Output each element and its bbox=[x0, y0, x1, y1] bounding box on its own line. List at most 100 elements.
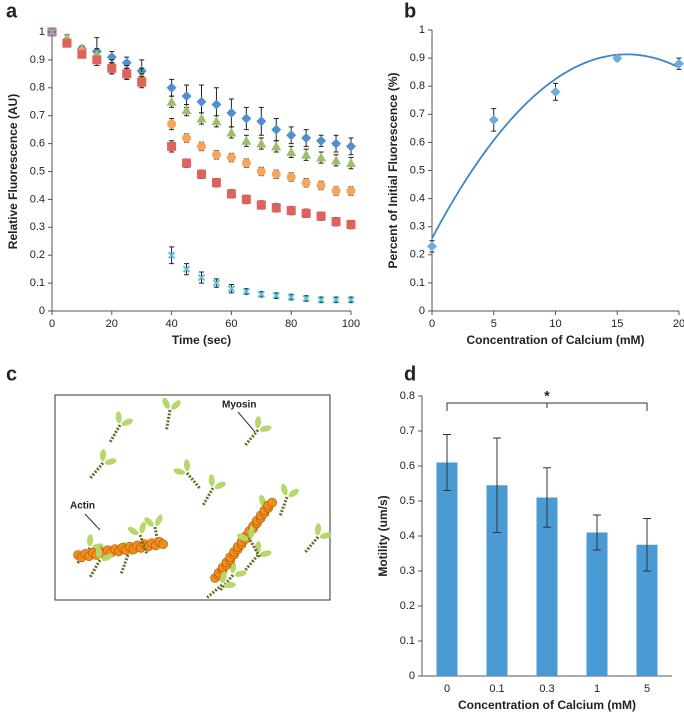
point bbox=[241, 194, 251, 204]
myosin-tail bbox=[278, 496, 289, 517]
myosin-head bbox=[259, 550, 272, 557]
myosin-head bbox=[183, 459, 191, 472]
myosin-head bbox=[223, 581, 236, 589]
panel-label: d bbox=[404, 363, 416, 385]
x-tick-label: 100 bbox=[342, 318, 360, 330]
point bbox=[271, 141, 282, 151]
myosin-tail bbox=[108, 424, 122, 444]
point bbox=[197, 169, 206, 179]
point bbox=[331, 217, 341, 227]
point bbox=[137, 77, 147, 87]
point bbox=[196, 96, 207, 107]
bar bbox=[636, 544, 658, 676]
myosin-tail bbox=[165, 409, 172, 430]
y-tick-label: 0.3 bbox=[400, 565, 415, 577]
myosin-tail bbox=[201, 487, 215, 507]
error-bar bbox=[643, 518, 651, 572]
myosin bbox=[278, 483, 299, 517]
y-tick-label: 0.1 bbox=[30, 277, 45, 289]
x-axis-title: Time (sec) bbox=[172, 333, 231, 347]
myosin-head bbox=[115, 411, 122, 424]
y-tick-label: 0 bbox=[39, 305, 45, 317]
myosin bbox=[128, 521, 149, 555]
point bbox=[256, 138, 267, 148]
point bbox=[301, 149, 312, 159]
myosin-head bbox=[162, 397, 170, 409]
myosin-head bbox=[237, 533, 249, 542]
point bbox=[62, 38, 72, 48]
point bbox=[286, 172, 296, 182]
myosin-head bbox=[254, 416, 262, 429]
myosin-head bbox=[144, 517, 154, 527]
point bbox=[317, 296, 325, 304]
error-bar bbox=[593, 514, 601, 551]
actin bbox=[158, 539, 168, 550]
myosin-head bbox=[95, 546, 102, 559]
x-axis-title: Concentration of Calcium (mM) bbox=[458, 698, 636, 712]
y-tick-label: 0.9 bbox=[410, 52, 425, 64]
myosin-tail bbox=[88, 462, 105, 480]
point bbox=[316, 211, 326, 221]
point bbox=[271, 124, 282, 135]
myosin-head bbox=[319, 532, 332, 539]
point bbox=[286, 206, 296, 216]
myosin-head bbox=[171, 400, 181, 410]
error-bar bbox=[443, 434, 451, 491]
point bbox=[612, 53, 623, 64]
myosin-head bbox=[259, 425, 272, 432]
y-tick-label: 0.4 bbox=[410, 193, 425, 205]
x-tick-label: 80 bbox=[285, 318, 297, 330]
bar bbox=[536, 497, 558, 676]
x-tick-label: 20 bbox=[673, 318, 684, 330]
myosin-head bbox=[314, 523, 322, 536]
point bbox=[167, 141, 177, 151]
myosin-head bbox=[104, 458, 117, 465]
myosin-head bbox=[155, 514, 163, 526]
bar bbox=[586, 532, 608, 676]
point bbox=[286, 146, 297, 156]
myosin-head bbox=[234, 570, 247, 577]
point bbox=[226, 127, 237, 137]
point bbox=[347, 296, 355, 304]
point bbox=[226, 189, 236, 199]
point bbox=[331, 138, 342, 149]
y-tick-label: 0.1 bbox=[410, 277, 425, 289]
point bbox=[346, 186, 356, 196]
y-axis-title: Motility (um/s) bbox=[376, 495, 390, 576]
myosin bbox=[173, 459, 202, 490]
point bbox=[181, 91, 192, 102]
y-tick-label: 0.9 bbox=[30, 54, 45, 66]
myosin-head bbox=[281, 483, 288, 496]
actin bbox=[267, 497, 277, 508]
point bbox=[197, 273, 206, 282]
myosin-head bbox=[99, 449, 107, 462]
x-tick-label: 0 bbox=[49, 318, 55, 330]
point bbox=[272, 291, 280, 300]
myosin bbox=[205, 571, 236, 600]
myosin-label: Myosin bbox=[222, 400, 256, 411]
point bbox=[212, 279, 221, 287]
point bbox=[332, 296, 340, 304]
y-tick-label: 0.6 bbox=[30, 138, 45, 150]
point bbox=[182, 265, 191, 273]
y-tick-label: 0.5 bbox=[400, 495, 415, 507]
point bbox=[256, 200, 266, 210]
point bbox=[182, 133, 192, 143]
x-axis-title: Concentration of Calcium (mM) bbox=[466, 333, 644, 347]
y-tick-label: 0.5 bbox=[30, 165, 45, 177]
y-tick-label: 0.3 bbox=[410, 221, 425, 233]
x-tick-label: 40 bbox=[165, 318, 177, 330]
y-tick-label: 0 bbox=[409, 670, 415, 682]
myosin-head bbox=[208, 474, 215, 487]
x-tick-label: 20 bbox=[106, 318, 118, 330]
pointer bbox=[84, 513, 101, 531]
point bbox=[77, 49, 87, 59]
x-tick-label: 0.1 bbox=[489, 683, 504, 695]
x-tick-label: 10 bbox=[549, 318, 561, 330]
y-tick-label: 0.8 bbox=[30, 82, 45, 94]
point bbox=[346, 158, 356, 168]
point bbox=[241, 113, 252, 124]
myosin bbox=[108, 411, 133, 444]
point bbox=[301, 178, 311, 188]
